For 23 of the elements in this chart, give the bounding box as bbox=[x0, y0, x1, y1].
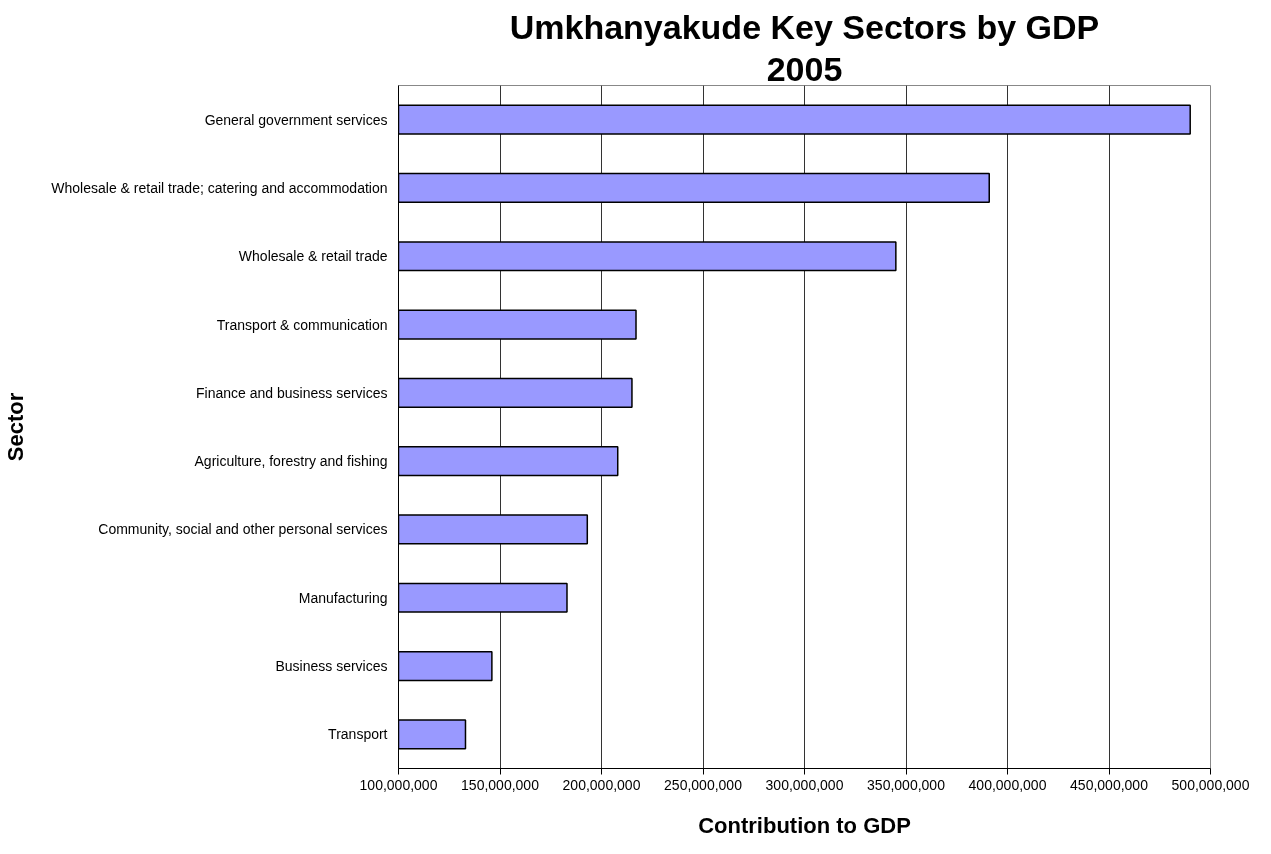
y-tick-label: Wholesale & retail trade bbox=[238, 248, 388, 265]
x-tick-label: 500,000,000 bbox=[1171, 776, 1250, 793]
y-tick-label: Transport & communication bbox=[216, 316, 388, 333]
x-tick-label: 150,000,000 bbox=[461, 776, 540, 793]
y-tick-label: Business services bbox=[275, 658, 388, 675]
x-axis-title: Contribution to GDP bbox=[698, 812, 911, 838]
y-tick-label: Agriculture, forestry and fishing bbox=[194, 453, 388, 470]
x-tick-label: 350,000,000 bbox=[867, 776, 946, 793]
x-tick-label: 100,000,000 bbox=[359, 776, 438, 793]
x-tick-label: 450,000,000 bbox=[1070, 776, 1149, 793]
x-tick-label: 400,000,000 bbox=[968, 776, 1047, 793]
y-tick-label: Community, social and other personal services bbox=[98, 521, 388, 538]
y-tick-label: Transport bbox=[328, 726, 388, 743]
x-tick-label: 250,000,000 bbox=[664, 776, 743, 793]
chart-subtitle: 2005 bbox=[766, 49, 843, 88]
y-tick-label: Manufacturing bbox=[298, 589, 388, 606]
y-axis-title: Sector bbox=[3, 392, 29, 462]
y-tick-label: Finance and business services bbox=[196, 384, 388, 401]
chart-title: Umkhanyakude Key Sectors by GDP bbox=[509, 7, 1100, 46]
y-tick-label: General government services bbox=[204, 111, 388, 128]
y-tick-label: Wholesale & retail trade; catering and accommodation bbox=[51, 179, 388, 196]
x-tick-label: 200,000,000 bbox=[562, 776, 641, 793]
x-tick-label: 300,000,000 bbox=[765, 776, 844, 793]
